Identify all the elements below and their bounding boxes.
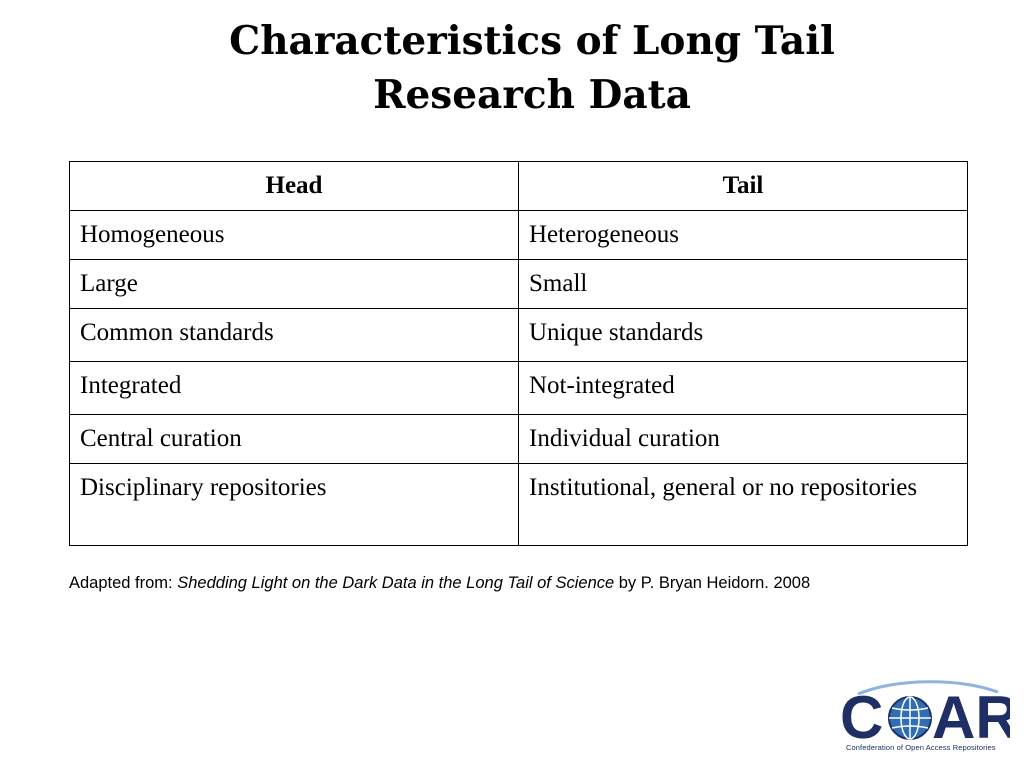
column-header-tail: Tail (518, 161, 968, 211)
tail-cell: Unique standards (518, 308, 968, 362)
slide-title-line-2: Research Data (373, 72, 691, 118)
citation-work-title: Shedding Light on the Dark Data in the L… (177, 574, 615, 592)
logo-tagline: Confederation of Open Access Repositorie… (846, 743, 996, 752)
table-row: Central curation Individual curation (69, 414, 968, 464)
logo-letters-ar: AR (932, 684, 1010, 744)
slide-title-line-1: Characteristics of Long Tail (229, 18, 835, 64)
table-row: Homogeneous Heterogeneous (69, 210, 968, 260)
logo-swoosh (857, 680, 999, 696)
tail-cell: Institutional, general or no repositorie… (518, 463, 968, 546)
tail-cell: Not-integrated (518, 361, 968, 415)
table-row: Common standards Unique standards (69, 308, 968, 362)
tail-cell: Heterogeneous (518, 210, 968, 260)
table-row: Disciplinary repositories Institutional,… (69, 463, 968, 546)
coar-wordmark: C AR (840, 680, 1010, 744)
slide-title: Characteristics of Long Tail Research Da… (132, 14, 932, 122)
coar-logo: C AR Confederation of Open Access Reposi… (838, 680, 1010, 756)
table-header-row: Head Tail (69, 161, 968, 211)
head-cell: Common standards (69, 308, 519, 362)
tail-cell: Small (518, 259, 968, 309)
comparison-table: Head Tail Homogeneous Heterogeneous Larg… (69, 161, 968, 546)
table-row: Integrated Not-integrated (69, 361, 968, 415)
citation-prefix: Adapted from: (69, 574, 178, 592)
column-header-head: Head (69, 161, 519, 211)
citation-suffix: by P. Bryan Heidorn. 2008 (614, 574, 811, 592)
head-cell: Integrated (69, 361, 519, 415)
head-cell: Disciplinary repositories (69, 463, 519, 546)
source-citation: Adapted from: Shedding Light on the Dark… (69, 574, 810, 593)
tail-cell: Individual curation (518, 414, 968, 464)
head-cell: Central curation (69, 414, 519, 464)
logo-letter-c: C (840, 684, 883, 744)
globe-icon (888, 696, 932, 740)
head-cell: Large (69, 259, 519, 309)
head-cell: Homogeneous (69, 210, 519, 260)
table-row: Large Small (69, 259, 968, 309)
